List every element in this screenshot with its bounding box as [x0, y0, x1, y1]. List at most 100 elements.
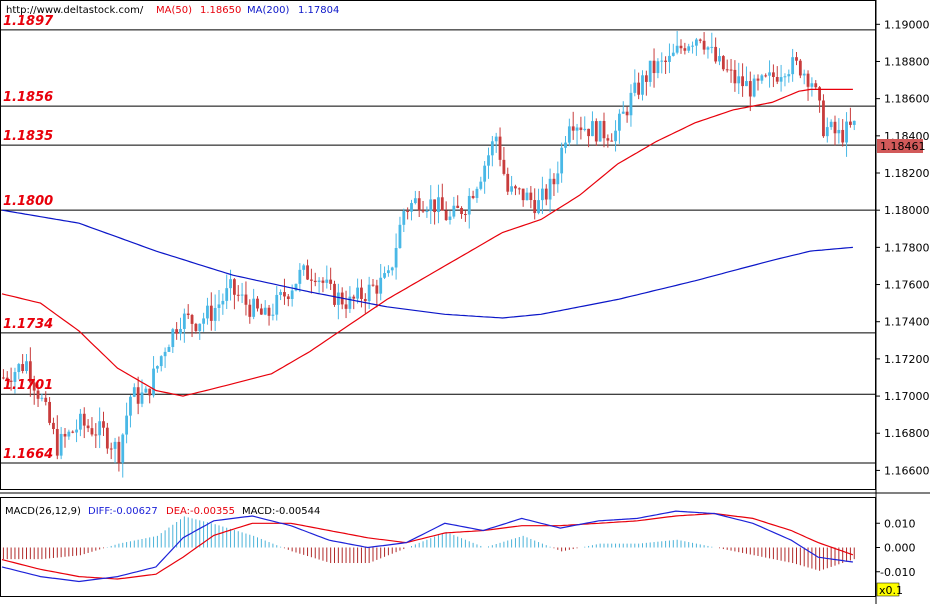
candle-body-220	[849, 121, 852, 125]
candle-body-137	[529, 192, 533, 201]
candle-body-212	[818, 87, 821, 101]
candle-body-184	[710, 46, 714, 48]
candle-body-27	[105, 427, 109, 449]
candle-body-15	[59, 433, 63, 456]
candle-body-115	[444, 210, 448, 221]
candle-body-20	[79, 413, 82, 430]
candle-body-128	[494, 136, 498, 142]
candle-body-175	[675, 45, 679, 53]
candle-body-0	[2, 377, 5, 379]
price-tick-label-7: 1.18000	[884, 204, 930, 217]
level-label-2: 1.1835	[3, 129, 53, 144]
candle-body-95	[367, 284, 371, 302]
price-panel-frame	[0, 0, 876, 490]
candle-body-55	[213, 307, 217, 321]
candle-body-154	[594, 121, 598, 142]
candle-body-36	[140, 392, 144, 404]
level-label-5: 1.1701	[3, 378, 53, 393]
candle-body-116	[448, 216, 452, 221]
ma200-label: MA(200)	[247, 5, 289, 16]
candle-body-197	[760, 75, 764, 81]
candle-body-46	[179, 328, 182, 334]
candle-body-75	[290, 290, 294, 299]
candle-body-13	[52, 422, 55, 430]
candle-body-219	[845, 121, 848, 143]
candle-body-41	[159, 356, 163, 367]
candle-body-111	[429, 199, 433, 212]
candle-body-147	[567, 126, 571, 143]
candle-body-98	[379, 277, 383, 294]
candle-body-109	[421, 210, 425, 212]
candle-body-74	[286, 296, 290, 299]
candle-body-179	[691, 45, 694, 47]
candle-body-132	[510, 186, 513, 192]
candle-body-72	[279, 292, 282, 295]
candle-body-47	[182, 313, 186, 329]
candle-body-4	[17, 364, 21, 373]
candle-body-190	[733, 69, 737, 84]
candle-body-120	[464, 214, 467, 216]
candle-body-14	[55, 429, 59, 456]
candle-body-2	[9, 380, 13, 382]
candle-body-32	[125, 415, 128, 435]
candle-body-89	[344, 304, 348, 309]
candle-body-83	[321, 280, 325, 283]
candle-body-118	[456, 205, 460, 208]
candle-body-73	[283, 292, 286, 297]
macd-title: MACD(26,12,9)	[5, 506, 81, 517]
last-price-label: 1.18461	[880, 140, 926, 153]
candle-body-205	[791, 57, 795, 75]
candle-body-10	[40, 397, 44, 399]
candle-body-18	[71, 431, 75, 433]
candle-body-164	[633, 82, 637, 93]
price-tick-label-6: 1.17800	[884, 241, 930, 254]
candle-body-99	[383, 273, 386, 278]
candle-body-143	[552, 178, 556, 185]
macd-tick-label-2: -0.010	[880, 566, 915, 579]
candle-body-43	[167, 347, 171, 352]
candle-body-58	[225, 288, 229, 301]
ma50-line	[1, 88, 853, 397]
candle-body-51	[198, 323, 202, 332]
candle-body-94	[363, 298, 367, 302]
candle-body-168	[648, 60, 652, 82]
price-tick-label-10: 1.18600	[884, 93, 930, 106]
candle-body-192	[741, 76, 744, 87]
candle-body-71	[275, 294, 279, 315]
candle-body-8	[32, 382, 36, 391]
price-tick-label-2: 1.17000	[884, 390, 930, 403]
candle-body-78	[302, 265, 306, 270]
candle-body-67	[259, 308, 263, 315]
candle-body-217	[837, 129, 841, 134]
candle-body-66	[256, 298, 259, 309]
source-url: http://www.deltastock.com/	[6, 5, 144, 16]
candle-body-191	[737, 76, 741, 84]
candle-body-106	[410, 203, 413, 212]
candle-body-81	[313, 280, 317, 283]
candle-body-104	[402, 211, 406, 225]
candle-body-39	[152, 368, 155, 396]
candle-body-49	[190, 315, 194, 324]
candle-body-107	[413, 198, 417, 204]
candle-body-153	[591, 121, 594, 137]
candle-body-187	[721, 56, 725, 70]
candle-body-59	[229, 279, 232, 289]
candle-body-42	[163, 351, 167, 357]
candle-body-213	[822, 100, 825, 137]
candle-body-84	[325, 279, 329, 283]
candle-body-77	[298, 269, 302, 284]
candle-body-142	[548, 178, 552, 200]
candle-body-203	[783, 76, 787, 78]
candle-body-149	[575, 127, 579, 131]
candle-body-54	[209, 305, 213, 321]
candle-body-215	[829, 121, 833, 128]
candle-body-28	[109, 448, 113, 450]
candle-body-156	[602, 120, 606, 139]
candle-body-35	[136, 387, 140, 404]
candle-body-193	[745, 81, 748, 87]
level-label-1: 1.1856	[3, 90, 53, 105]
scale-badge-box	[876, 582, 900, 597]
ma50-label: MA(50)	[156, 5, 192, 16]
candle-body-123	[475, 188, 479, 198]
candle-body-57	[221, 300, 225, 305]
